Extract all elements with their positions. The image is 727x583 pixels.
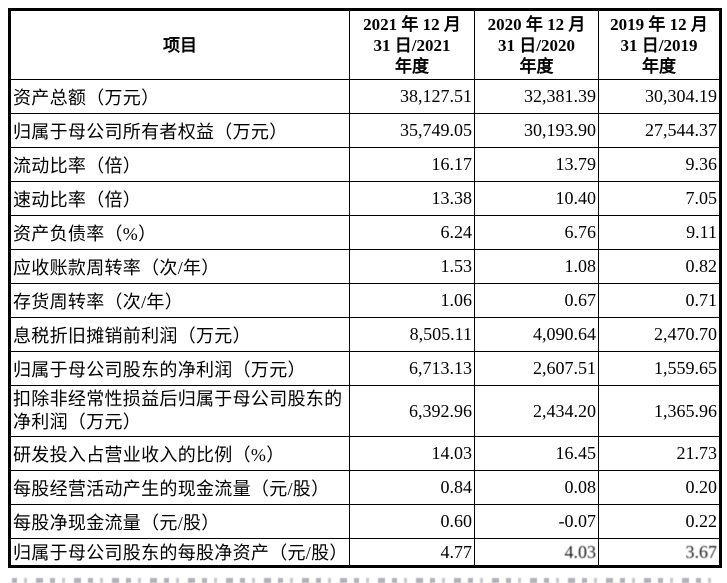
row-label: 归属于母公司股东的净利润（万元） bbox=[9, 351, 350, 386]
truncated-text-artifact bbox=[12, 578, 717, 583]
value-cell: 4.03 bbox=[474, 538, 599, 567]
table-row: 存货周转率（次/年） 1.06 0.67 0.71 bbox=[9, 283, 721, 318]
table-row: 扣除非经常性损益后归属于母公司股东的净利润（万元） 6,392.96 2,434.2… bbox=[9, 385, 721, 437]
value-cell: 2,607.51 bbox=[474, 351, 599, 386]
value-cell: 0.20 bbox=[598, 470, 721, 505]
value-cell: 0.22 bbox=[598, 504, 721, 539]
row-label: 资产总额（万元） bbox=[9, 79, 350, 114]
column-header-item: 项目 bbox=[9, 9, 350, 80]
row-label: 每股经营活动产生的现金流量（元/股） bbox=[9, 470, 350, 505]
row-label: 息税折旧摊销前利润（万元） bbox=[9, 317, 350, 352]
table-row: 流动比率（倍） 16.17 13.79 9.36 bbox=[9, 147, 721, 182]
value-cell: -0.07 bbox=[474, 504, 599, 539]
value-cell: 6,392.96 bbox=[349, 385, 475, 437]
value-cell: 1.53 bbox=[349, 249, 475, 284]
table-row: 应收账款周转率（次/年） 1.53 1.08 0.82 bbox=[9, 249, 721, 284]
value-cell: 0.71 bbox=[598, 283, 721, 318]
row-label: 应收账款周转率（次/年） bbox=[9, 249, 350, 284]
financial-indicators-table: 项目 2021 年 12 月 31 日/2021 年度 2020 年 12 月 … bbox=[8, 8, 722, 568]
value-cell: 8,505.11 bbox=[349, 317, 475, 352]
value-cell: 4.77 bbox=[349, 538, 475, 567]
value-cell: 6,713.13 bbox=[349, 351, 475, 386]
value-cell: 0.82 bbox=[598, 249, 721, 284]
value-cell: 1,365.96 bbox=[598, 385, 721, 437]
value-cell: 3.67 bbox=[598, 538, 721, 567]
table-header-row: 项目 2021 年 12 月 31 日/2021 年度 2020 年 12 月 … bbox=[9, 9, 721, 80]
value-cell: 4,090.64 bbox=[474, 317, 599, 352]
value-cell: 0.60 bbox=[349, 504, 475, 539]
value-cell: 21.73 bbox=[598, 436, 721, 471]
table-row: 资产总额（万元） 38,127.51 32,381.39 30,304.19 bbox=[9, 79, 721, 114]
value-cell: 30,193.90 bbox=[474, 113, 599, 148]
table-row: 息税折旧摊销前利润（万元） 8,505.11 4,090.64 2,470.70 bbox=[9, 317, 721, 352]
row-label: 扣除非经常性损益后归属于母公司股东的净利润（万元） bbox=[9, 385, 350, 437]
value-cell: 0.67 bbox=[474, 283, 599, 318]
row-label: 资产负债率（%） bbox=[9, 215, 350, 250]
value-cell: 13.38 bbox=[349, 181, 475, 216]
table-row: 速动比率（倍） 13.38 10.40 7.05 bbox=[9, 181, 721, 216]
row-label: 存货周转率（次/年） bbox=[9, 283, 350, 318]
value-cell: 0.84 bbox=[349, 470, 475, 505]
value-cell: 7.05 bbox=[598, 181, 721, 216]
column-header-period-2020: 2020 年 12 月 31 日/2020 年度 bbox=[474, 9, 599, 80]
table-row: 归属于母公司股东的净利润（万元） 6,713.13 2,607.51 1,559.65 bbox=[9, 351, 721, 386]
value-cell: 35,749.05 bbox=[349, 113, 475, 148]
value-cell: 1,559.65 bbox=[598, 351, 721, 386]
table-header: 项目 2021 年 12 月 31 日/2021 年度 2020 年 12 月 … bbox=[9, 9, 721, 80]
value-cell: 14.03 bbox=[349, 436, 475, 471]
value-cell: 16.45 bbox=[474, 436, 599, 471]
value-cell: 2,470.70 bbox=[598, 317, 721, 352]
value-cell: 6.76 bbox=[474, 215, 599, 250]
value-cell: 13.79 bbox=[474, 147, 599, 182]
row-label: 速动比率（倍） bbox=[9, 181, 350, 216]
value-cell: 6.24 bbox=[349, 215, 475, 250]
row-label: 每股净现金流量（元/股） bbox=[9, 504, 350, 539]
row-label: 归属于母公司股东的每股净资产（元/股） bbox=[9, 538, 350, 567]
value-cell: 30,304.19 bbox=[598, 79, 721, 114]
value-cell: 16.17 bbox=[349, 147, 475, 182]
table-row: 每股净现金流量（元/股） 0.60 -0.07 0.22 bbox=[9, 504, 721, 539]
value-cell: 38,127.51 bbox=[349, 79, 475, 114]
table-row: 归属于母公司股东的每股净资产（元/股） 4.77 4.03 3.67 bbox=[9, 538, 721, 567]
table-row: 研发投入占营业收入的比例（%） 14.03 16.45 21.73 bbox=[9, 436, 721, 471]
table-row: 资产负债率（%） 6.24 6.76 9.11 bbox=[9, 215, 721, 250]
value-cell: 10.40 bbox=[474, 181, 599, 216]
column-header-period-2021: 2021 年 12 月 31 日/2021 年度 bbox=[349, 9, 475, 80]
table-body: 资产总额（万元） 38,127.51 32,381.39 30,304.19 归属于母公… bbox=[9, 79, 721, 567]
row-label: 归属于母公司所有者权益（万元） bbox=[9, 113, 350, 148]
value-cell: 0.08 bbox=[474, 470, 599, 505]
value-cell: 2,434.20 bbox=[474, 385, 599, 437]
value-cell: 1.08 bbox=[474, 249, 599, 284]
value-cell: 32,381.39 bbox=[474, 79, 599, 114]
row-label: 研发投入占营业收入的比例（%） bbox=[9, 436, 350, 471]
column-header-period-2019: 2019 年 12 月 31 日/2019 年度 bbox=[598, 9, 721, 80]
value-cell: 9.11 bbox=[598, 215, 721, 250]
value-cell: 9.36 bbox=[598, 147, 721, 182]
table-row: 每股经营活动产生的现金流量（元/股） 0.84 0.08 0.20 bbox=[9, 470, 721, 505]
row-label: 流动比率（倍） bbox=[9, 147, 350, 182]
value-cell: 1.06 bbox=[349, 283, 475, 318]
table-row: 归属于母公司所有者权益（万元） 35,749.05 30,193.90 27,544.… bbox=[9, 113, 721, 148]
value-cell: 27,544.37 bbox=[598, 113, 721, 148]
